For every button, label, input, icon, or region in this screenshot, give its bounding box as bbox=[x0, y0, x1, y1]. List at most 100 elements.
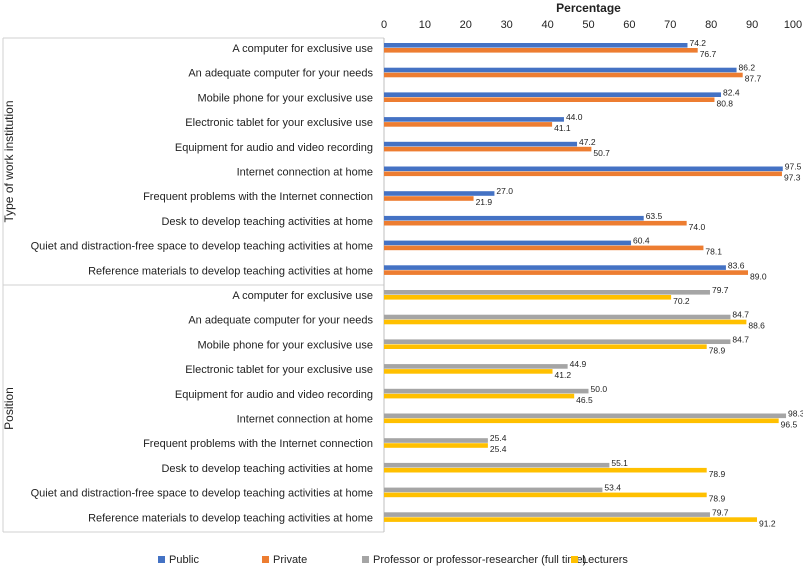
data-label: 53.4 bbox=[604, 483, 621, 493]
category-label: Internet connection at home bbox=[237, 167, 373, 179]
category-label: Mobile phone for your exclusive use bbox=[198, 92, 373, 104]
group-label: Position bbox=[2, 387, 16, 430]
bar bbox=[384, 141, 578, 147]
category-label: Frequent problems with the Internet conn… bbox=[143, 191, 373, 203]
category-label: An adequate computer for your needs bbox=[188, 68, 373, 80]
data-label: 27.0 bbox=[496, 186, 513, 196]
data-label: 84.7 bbox=[732, 334, 749, 344]
bar bbox=[384, 467, 707, 473]
data-label: 83.6 bbox=[728, 260, 745, 270]
data-label: 80.8 bbox=[716, 98, 733, 108]
data-label: 78.9 bbox=[709, 494, 726, 504]
data-label: 86.2 bbox=[739, 63, 756, 73]
data-label: 96.5 bbox=[781, 420, 798, 430]
data-label: 21.9 bbox=[476, 197, 493, 207]
group-label: Type of work institution bbox=[2, 100, 16, 222]
bar bbox=[384, 240, 632, 246]
data-label: 55.1 bbox=[611, 458, 628, 468]
bar bbox=[384, 92, 722, 97]
bar bbox=[384, 462, 610, 468]
category-label: Equipment for audio and video recording bbox=[175, 389, 373, 401]
category-label: Quiet and distraction-free space to deve… bbox=[31, 488, 373, 500]
bar bbox=[384, 413, 787, 419]
bar bbox=[384, 122, 553, 127]
category-label: Internet connection at home bbox=[237, 414, 373, 426]
data-label: 46.5 bbox=[576, 395, 593, 405]
bar bbox=[384, 215, 644, 221]
legend-swatch bbox=[362, 556, 369, 563]
data-label: 70.2 bbox=[673, 296, 690, 306]
axis-title: Percentage bbox=[556, 1, 621, 15]
x-tick-label: 20 bbox=[460, 19, 472, 31]
x-tick-label: 100 bbox=[784, 19, 802, 31]
bar-groups: Type of work institution A computer for e… bbox=[2, 38, 803, 528]
bar bbox=[384, 344, 707, 349]
data-label: 88.6 bbox=[748, 321, 765, 331]
x-tick-label: 10 bbox=[419, 19, 431, 31]
bar bbox=[384, 295, 672, 300]
data-label: 25.4 bbox=[490, 433, 507, 443]
data-label: 97.5 bbox=[785, 162, 802, 172]
data-label: 78.1 bbox=[705, 247, 722, 257]
bar bbox=[384, 517, 758, 522]
data-label: 82.4 bbox=[723, 87, 740, 97]
bar bbox=[384, 67, 737, 73]
bar bbox=[384, 220, 687, 226]
bar bbox=[384, 245, 704, 251]
bar bbox=[384, 314, 731, 320]
data-label: 50.0 bbox=[591, 384, 608, 394]
legend-label: Professor or professor-researcher (full … bbox=[373, 554, 586, 566]
bar bbox=[384, 388, 589, 394]
data-label: 91.2 bbox=[759, 518, 776, 528]
bar bbox=[384, 117, 564, 122]
bar bbox=[384, 339, 731, 344]
bar bbox=[384, 72, 743, 78]
bar bbox=[384, 369, 553, 374]
data-label: 78.9 bbox=[709, 345, 726, 355]
bar bbox=[384, 438, 488, 443]
bar bbox=[384, 443, 488, 448]
bar bbox=[384, 270, 749, 275]
category-label: Mobile phone for your exclusive use bbox=[198, 339, 373, 351]
category-label: Reference materials to develop teaching … bbox=[88, 512, 373, 524]
x-tick-label: 70 bbox=[664, 19, 676, 31]
data-label: 41.2 bbox=[555, 370, 572, 380]
legend-swatch bbox=[262, 556, 269, 563]
category-label: Frequent problems with the Internet conn… bbox=[143, 438, 373, 450]
bar bbox=[384, 191, 495, 196]
legend-swatch bbox=[158, 556, 165, 563]
data-label: 79.7 bbox=[712, 507, 729, 517]
data-label: 44.0 bbox=[566, 112, 583, 122]
data-label: 41.1 bbox=[554, 123, 571, 133]
bar bbox=[384, 166, 783, 172]
data-label: 50.7 bbox=[593, 148, 610, 158]
data-label: 63.5 bbox=[646, 211, 663, 221]
data-label: 60.4 bbox=[633, 236, 650, 246]
legend-label: Public bbox=[169, 554, 199, 566]
data-label: 74.2 bbox=[689, 38, 706, 48]
bar bbox=[384, 290, 710, 295]
bar bbox=[384, 492, 707, 498]
bar bbox=[384, 265, 726, 270]
data-label: 44.9 bbox=[570, 359, 587, 369]
x-tick-label: 60 bbox=[623, 19, 635, 31]
bar bbox=[384, 43, 688, 48]
category-label: Desk to develop teaching activities at h… bbox=[161, 463, 373, 475]
data-label: 98.3 bbox=[788, 409, 803, 419]
data-label: 78.9 bbox=[709, 469, 726, 479]
data-label: 47.2 bbox=[579, 137, 596, 147]
data-label: 97.3 bbox=[784, 173, 801, 183]
data-label: 87.7 bbox=[745, 74, 762, 84]
data-label: 84.7 bbox=[732, 310, 749, 320]
legend: Public Private Professor or professor-rese… bbox=[158, 554, 628, 566]
x-tick-label: 30 bbox=[501, 19, 513, 31]
legend-label: Lecturers bbox=[582, 554, 628, 566]
category-label: A computer for exclusive use bbox=[232, 290, 373, 302]
category-label: Desk to develop teaching activities at h… bbox=[161, 216, 373, 228]
bar bbox=[384, 364, 568, 369]
x-tick-label: 50 bbox=[582, 19, 594, 31]
bar-group: Position A computer for exclusive use 79.7… bbox=[2, 285, 803, 528]
chart-frame bbox=[2, 37, 385, 533]
bar bbox=[384, 319, 747, 325]
